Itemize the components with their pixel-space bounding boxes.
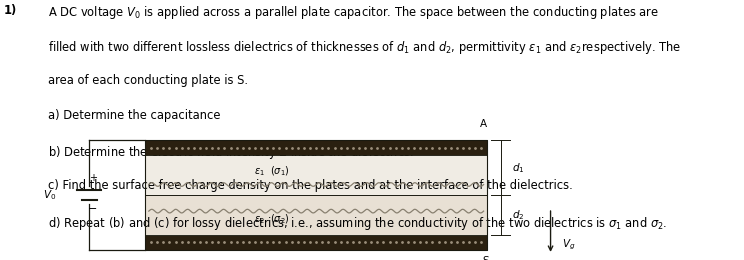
Text: $V_0$: $V_0$ [42, 188, 56, 202]
Text: +: + [89, 173, 97, 183]
Text: A DC voltage $V_0$ is applied across a parallel plate capacitor. The space betwe: A DC voltage $V_0$ is applied across a p… [48, 4, 659, 21]
Text: $d_2$: $d_2$ [512, 208, 525, 222]
Text: c) Find the surface free charge density on the plates and at the interface of th: c) Find the surface free charge density … [48, 179, 573, 192]
Text: area of each conducting plate is S.: area of each conducting plate is S. [48, 74, 248, 87]
Bar [145, 140, 487, 250]
Polygon shape [145, 140, 487, 155]
Text: $\varepsilon_2$  $(\sigma_2)$: $\varepsilon_2$ $(\sigma_2)$ [254, 212, 289, 226]
Text: d) Repeat (b) and (c) for lossy dielectrics, i.e., assuming the conductivity of : d) Repeat (b) and (c) for lossy dielectr… [48, 214, 667, 231]
Text: $\varepsilon_1$  $(\sigma_1)$: $\varepsilon_1$ $(\sigma_1)$ [254, 164, 289, 178]
Bar [145, 195, 487, 235]
Text: S: S [483, 256, 489, 260]
Text: $d_1$: $d_1$ [512, 161, 525, 175]
Text: filled with two different lossless dielectrics of thicknesses of $d_1$ and $d_2$: filled with two different lossless diele… [48, 39, 682, 56]
Text: −: − [89, 204, 97, 213]
Text: a) Determine the capacitance: a) Determine the capacitance [48, 109, 221, 122]
Polygon shape [145, 235, 487, 250]
Text: 1): 1) [4, 4, 17, 17]
Text: $V_g$: $V_g$ [562, 237, 575, 252]
Text: A: A [480, 119, 487, 129]
Text: b) Determine the electric field intensity $\mathbf{E}$ inside the dielectrics.: b) Determine the electric field intensit… [48, 144, 414, 161]
Bar [145, 155, 487, 195]
